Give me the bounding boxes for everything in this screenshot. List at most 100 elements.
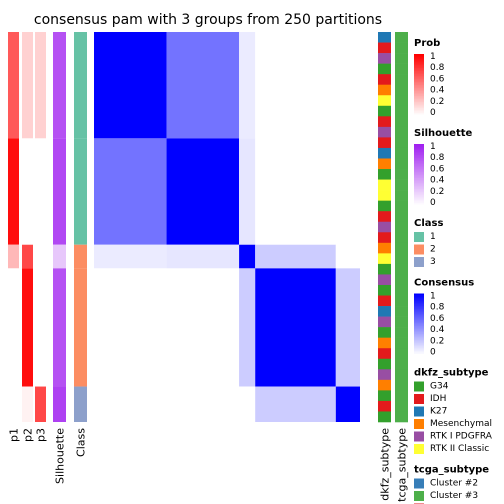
legend-gradient-step: [414, 295, 424, 297]
legend-gradient-step: [414, 67, 424, 70]
consensus-cell: [166, 32, 240, 139]
tcga-subtype-cell: [395, 137, 408, 149]
legend-gradient-step: [414, 165, 424, 168]
tcga-subtype-cell: [395, 358, 408, 370]
legend-gradient-step: [414, 192, 424, 194]
legend-gradient-step: [414, 157, 424, 160]
legend-gradient-step: [414, 190, 424, 193]
dkfz-subtype-cell: [378, 53, 391, 64]
legend-swatch: [414, 491, 424, 501]
legend-gradient-step: [414, 80, 424, 83]
legend-title: dkfz_subtype: [414, 368, 489, 379]
dkfz-subtype-cell: [378, 32, 391, 43]
legend-gradient-step: [414, 313, 424, 316]
silhouette-cell: [53, 138, 66, 245]
legend-gradient-step: [414, 198, 424, 201]
label-dkfz-subtype: dkfz_subtype: [379, 428, 392, 501]
dkfz-subtype-cell: [378, 327, 391, 338]
legend-gradient-step: [414, 184, 424, 187]
tcga-subtype-cell: [395, 274, 408, 286]
tcga-subtype-cell: [395, 95, 408, 107]
legend-swatch: [414, 419, 424, 429]
legend-tick-label: 0.4: [430, 325, 445, 335]
dkfz-subtype-cell: [378, 63, 391, 75]
prob-p1-cell: [8, 268, 19, 387]
legend-item-label: K27: [430, 407, 447, 417]
consensus-cell: [166, 138, 240, 245]
legend-swatch: [414, 394, 424, 404]
legend-item-label: 3: [430, 257, 436, 267]
tcga-subtype-cell: [395, 147, 408, 159]
legend-gradient-step: [414, 159, 424, 162]
legend-gradient-step: [414, 148, 424, 151]
consensus-cell: [166, 268, 240, 387]
tcga-subtype-cell: [395, 158, 408, 170]
dkfz-subtype-cell: [378, 263, 391, 275]
prob-p3-cell: [35, 268, 46, 387]
prob-p2-cell: [22, 244, 33, 269]
legend-gradient-step: [414, 78, 424, 81]
dkfz-subtype-cell: [378, 179, 391, 191]
dkfz-subtype-cell: [378, 348, 391, 360]
legend-gradient-step: [414, 95, 424, 98]
legend-tick-label: 0.6: [430, 314, 445, 324]
legend-gradient-step: [414, 196, 424, 199]
legend-swatch: [414, 381, 424, 392]
dkfz-subtype-cell: [378, 158, 391, 170]
consensus-cell: [94, 386, 167, 422]
prob-p2-cell: [22, 138, 33, 245]
legend-gradient-step: [414, 319, 424, 322]
legend-tick-label: 1: [430, 142, 436, 152]
legend-gradient-step: [414, 162, 424, 165]
legend-gradient-step: [414, 344, 424, 347]
tcga-subtype-cell: [395, 306, 408, 317]
legend-item-label: 1: [430, 232, 436, 242]
tcga-subtype-cell: [395, 263, 408, 275]
legend-gradient-step: [414, 338, 424, 341]
legend-gradient-step: [414, 74, 424, 77]
consensus-cell: [255, 386, 336, 422]
consensus-cell: [255, 138, 336, 245]
legend-gradient-step: [414, 176, 424, 179]
legend-gradient-step: [414, 302, 424, 305]
legend-gradient-step: [414, 103, 424, 106]
legend-gradient-step: [414, 54, 424, 56]
tcga-subtype-cell: [395, 327, 408, 338]
legend-tick-label: 0: [430, 108, 436, 118]
label-p3: p3: [35, 428, 48, 442]
legend-gradient-step: [414, 326, 424, 328]
legend-item-label: RTK I PDGFRA: [430, 432, 493, 442]
consensus-cell: [255, 244, 336, 269]
legend-gradient-step: [414, 305, 424, 308]
legend-gradient-step: [414, 309, 424, 311]
dkfz-subtype-cell: [378, 411, 391, 423]
legend-gradient-step: [414, 86, 424, 89]
dkfz-subtype-cell: [378, 95, 391, 107]
legend-gradient-step: [414, 88, 424, 91]
tcga-subtype-cell: [395, 337, 408, 349]
legend-tick-label: 0.6: [430, 164, 445, 174]
dkfz-subtype-cell: [378, 221, 391, 233]
consensus-cell: [94, 244, 167, 269]
legend-gradient-step: [414, 199, 424, 202]
legend-gradient-step: [414, 85, 424, 87]
legend-gradient-step: [414, 69, 424, 72]
legend-gradient-step: [414, 332, 424, 335]
legend-gradient-step: [414, 304, 424, 307]
dkfz-subtype-cell: [378, 337, 391, 349]
tcga-subtype-cell: [395, 53, 408, 64]
tcga-subtype-cell: [395, 232, 408, 244]
legend-gradient-step: [414, 100, 424, 103]
legend-gradient-step: [414, 204, 424, 207]
legend-gradient-step: [414, 299, 424, 302]
legend-gradient-step: [414, 94, 424, 97]
dkfz-subtype-cell: [378, 147, 391, 159]
class-cell: [74, 244, 87, 269]
legend-gradient-step: [414, 349, 424, 352]
legend-swatch: [414, 478, 424, 489]
silhouette-cell: [53, 244, 66, 269]
legend-gradient-step: [414, 75, 424, 78]
dkfz-subtype-cell: [378, 200, 391, 212]
class-cell: [74, 138, 87, 245]
legend-gradient-step: [414, 347, 424, 350]
